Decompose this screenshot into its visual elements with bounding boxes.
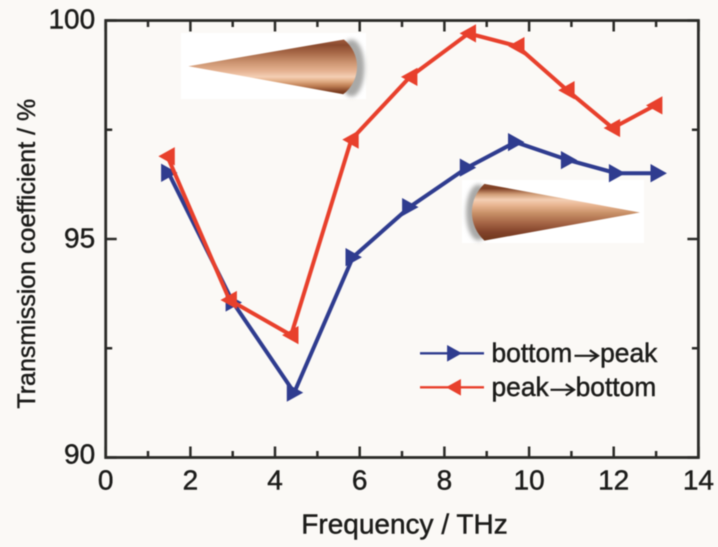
svg-text:8: 8 (437, 465, 453, 496)
svg-text:6: 6 (352, 465, 368, 496)
svg-text:Frequency / THz: Frequency / THz (301, 508, 507, 539)
svg-text:12: 12 (598, 465, 629, 496)
svg-text:100: 100 (48, 4, 95, 35)
svg-text:90: 90 (64, 439, 95, 470)
svg-text:10: 10 (514, 465, 545, 496)
svg-text:95: 95 (64, 223, 95, 254)
svg-text:14: 14 (683, 465, 714, 496)
svg-text:0: 0 (98, 465, 114, 496)
svg-text:bottom: bottom (492, 338, 573, 368)
svg-text:4: 4 (267, 465, 283, 496)
svg-text:Transmission coefficient / %: Transmission coefficient / % (13, 99, 41, 409)
svg-text:2: 2 (183, 465, 199, 496)
svg-text:peak: peak (492, 372, 550, 402)
svg-text:peak: peak (600, 338, 658, 368)
svg-text:bottom: bottom (576, 372, 657, 402)
